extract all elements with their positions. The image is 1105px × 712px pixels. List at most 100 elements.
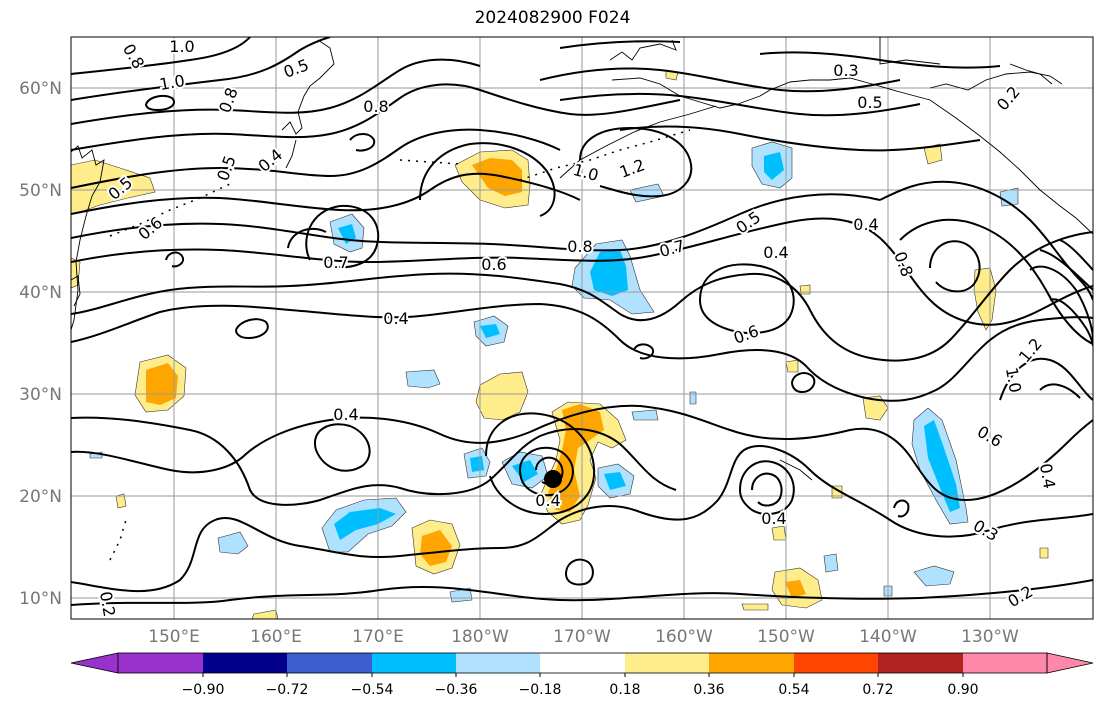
- negative-anomaly-patch: [689, 391, 697, 405]
- contour-line: [235, 318, 269, 340]
- colorbar-segment: [540, 653, 625, 673]
- contour-line: [71, 404, 1093, 502]
- latitude-label: 40°N: [19, 283, 62, 303]
- contour-line: [71, 193, 881, 252]
- contour-label: 0.3: [833, 61, 858, 80]
- graticule: [71, 37, 1093, 619]
- contour-lines: [71, 37, 1093, 606]
- contour-label: 0.4: [333, 405, 358, 424]
- latitude-label: 30°N: [19, 385, 62, 405]
- storm-center-marker: [544, 470, 562, 488]
- negative-anomaly-patch: [217, 531, 249, 555]
- colorbar-tick-label: −0.18: [519, 682, 562, 698]
- longitude-labels: 150°E 160°E 170°E 180°W 170°W 160°W 150°W 140°W…: [148, 627, 1019, 647]
- contour-line: [349, 133, 376, 152]
- negative-anomaly-patch: [913, 565, 955, 587]
- contour-line: [71, 302, 1093, 402]
- dashed-line: [109, 129, 691, 561]
- contour-line: [1059, 239, 1093, 271]
- longitude-label: 140°W: [859, 627, 917, 647]
- contour-line: [287, 227, 327, 249]
- contour-line: [999, 357, 1093, 401]
- negative-anomaly-patch: [470, 456, 484, 472]
- colorbar-tick-label: 0.90: [947, 682, 978, 698]
- colorbar-extend-left: [70, 652, 119, 674]
- colorbar-segment: [709, 653, 794, 673]
- contour-line: [899, 218, 1093, 345]
- colorbar-tick-label: −0.90: [182, 682, 225, 698]
- latitude-labels: 60°N 50°N 40°N 30°N 20°N 10°N: [19, 79, 62, 609]
- positive-anomaly-patch: [475, 371, 529, 421]
- longitude-label: 160°E: [250, 627, 302, 647]
- positive-anomaly-patch: [799, 284, 811, 295]
- contour-line: [71, 128, 561, 189]
- positive-anomaly-patch: [862, 395, 889, 421]
- contour-label: 0.8: [363, 97, 388, 116]
- contour-label: 0.4: [383, 309, 408, 328]
- colorbar-tick-label: 0.36: [693, 682, 724, 698]
- contour-line: [313, 423, 371, 472]
- contour-line: [559, 40, 681, 49]
- contour-line: [929, 240, 981, 293]
- contour-label: 1.0: [158, 71, 186, 94]
- contour-line: [759, 51, 1001, 69]
- contour-line: [1039, 383, 1081, 399]
- contour-label: 0.4: [853, 215, 878, 234]
- longitude-label: 160°W: [655, 627, 713, 647]
- latitude-label: 20°N: [19, 487, 62, 507]
- contour-label: 0.4: [535, 491, 560, 510]
- contour-label: 0.5: [857, 93, 882, 112]
- contour-line: [71, 416, 677, 506]
- colorbar-segment: [118, 653, 203, 673]
- positive-anomaly-patch: [771, 525, 787, 541]
- colorbar-segment: [372, 653, 456, 673]
- contour-line: [579, 126, 693, 198]
- contour-line: [791, 372, 816, 394]
- contour-line: [71, 83, 681, 151]
- contour-label: 0.4: [761, 509, 786, 528]
- contour-line: [71, 37, 331, 101]
- contour-line: [893, 499, 910, 518]
- negative-anomaly-patch: [764, 152, 784, 180]
- contour-line: [71, 172, 581, 215]
- contour-line: [71, 445, 1093, 593]
- contour-line: [1039, 249, 1093, 291]
- negative-anomaly-patch: [604, 472, 626, 490]
- negative-anomaly-patch: [338, 224, 356, 244]
- contour-label: 0.6: [481, 255, 506, 274]
- positive-anomaly-patch: [785, 359, 799, 373]
- contour-line: [699, 263, 795, 335]
- colorbar-tick-label: −0.72: [266, 682, 309, 698]
- positive-anomaly-patch: [785, 580, 806, 598]
- colorbar-tick-label: 0.72: [862, 682, 893, 698]
- colorbar-segment: [878, 653, 963, 673]
- contour-line: [305, 204, 380, 269]
- contour-line: [619, 125, 981, 152]
- contour-line: [751, 472, 783, 507]
- colorbar-segment: [794, 653, 878, 673]
- negative-anomaly-patch: [999, 187, 1019, 207]
- contour-line: [565, 558, 594, 586]
- colorbar-tick-label: −0.36: [435, 682, 478, 698]
- contour-line: [419, 142, 556, 217]
- colorbar-frame: [117, 652, 1048, 674]
- negative-anomaly-patch: [480, 324, 500, 338]
- contour-line: [559, 92, 921, 117]
- negative-anomaly-patch: [631, 409, 659, 421]
- negative-anomaly-patch: [924, 420, 960, 512]
- colorbar-segment: [963, 653, 1047, 673]
- latitude-label: 50°N: [19, 181, 62, 201]
- positive-anomaly-patch: [741, 603, 769, 611]
- colorbar-tick-label: 0.18: [609, 682, 640, 698]
- contour-line: [879, 180, 1093, 301]
- contour-line: [519, 446, 574, 497]
- negative-anomaly-patch: [405, 369, 441, 389]
- contour-line: [633, 343, 654, 360]
- longitude-label: 170°E: [352, 627, 404, 647]
- longitude-label: 150°E: [148, 627, 200, 647]
- colorbar-tick-labels: −0.90 −0.72 −0.54 −0.36 −0.18 0.18 0.36 0.54 0.7…: [182, 673, 979, 698]
- negative-anomaly-patch: [512, 460, 538, 482]
- contour-line: [539, 67, 901, 93]
- colorbar-extend-right: [1046, 652, 1094, 674]
- longitude-label: 130°W: [961, 627, 1019, 647]
